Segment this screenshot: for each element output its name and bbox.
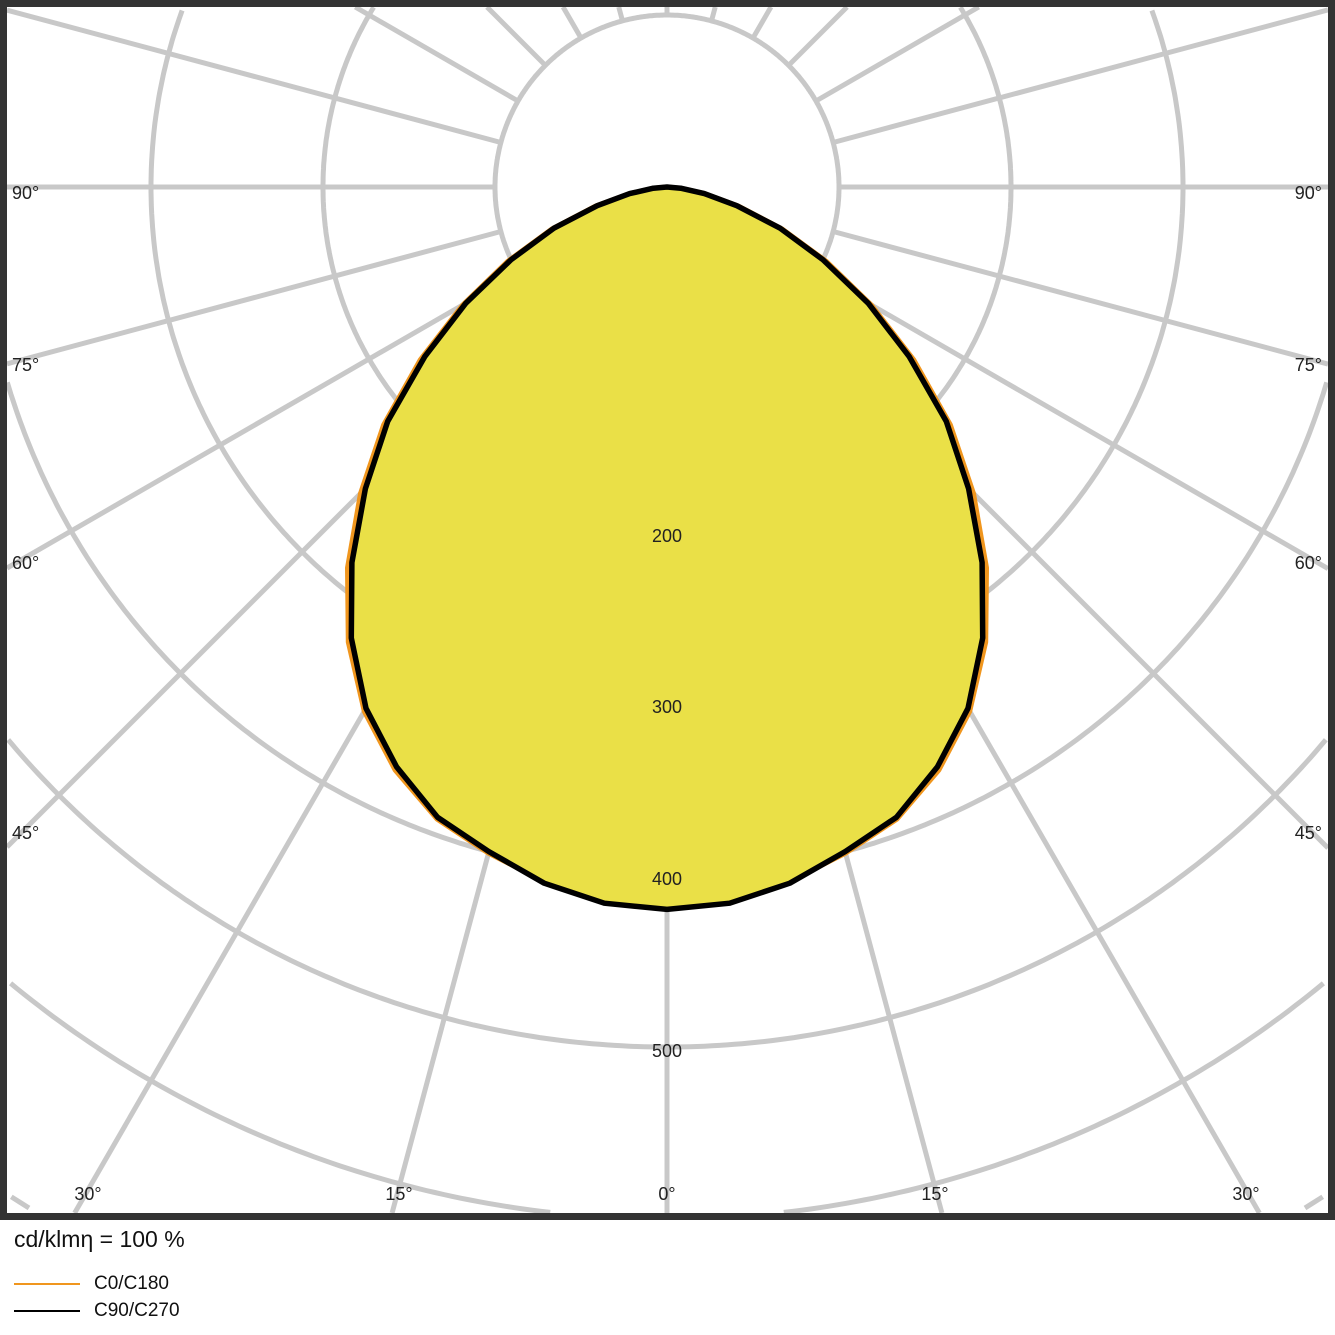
plot-frame [0,0,1335,1220]
grid-spoke-285 [7,229,502,367]
grid-spoke-255 [7,7,502,145]
grid-spoke-165 [709,7,718,22]
grid-ring-700 [9,1194,1325,1211]
legend-item-c0-c180: C0/C180 [14,1273,169,1295]
radial-tick-400: 400 [652,869,682,889]
radial-tick-500: 500 [652,1041,682,1061]
angle-label-bottom-15-right: 15° [921,1184,948,1204]
grid-spoke-300 [7,270,520,571]
angle-label-right-45: 45° [1295,823,1322,843]
radial-tick-labels: 200 300 400 500 [652,526,682,1061]
grid-spoke-150 [750,7,774,40]
series-c90-c270-curve [348,184,986,913]
grid-spoke-210 [560,7,584,40]
grid-ring-600 [9,981,1325,1213]
grid-spoke-105 [832,7,1328,145]
intensity-curves [345,184,989,913]
legend-label: C0/C180 [94,1273,169,1294]
angle-label-left-60: 60° [12,553,39,573]
legend-item-c90-c270: C90/C270 [14,1300,180,1322]
grid-ring-500 [7,738,1328,1050]
angle-labels: 90° 75° 60° 45° 30° 15° 0° 15° 30° 90° 7… [12,183,1322,1204]
radial-tick-300: 300 [652,697,682,717]
angle-label-bottom-30-right: 30° [1232,1184,1259,1204]
angle-label-bottom-0: 0° [658,1184,675,1204]
grid-spoke-240 [353,7,520,104]
grid-spoke-60 [814,270,1328,571]
grid-spoke-135 [786,7,849,68]
angle-label-right-60: 60° [1295,553,1322,573]
series-fill-area [351,187,983,910]
angle-label-left-45: 45° [12,823,39,843]
grid-spoke-120 [814,7,981,104]
grid-spoke-195 [616,7,625,22]
legend-swatch-orange [14,1283,80,1285]
angle-label-left-90: 90° [12,183,39,203]
grid-spoke-225 [485,7,548,68]
unit-label: cd/klmη = 100 % [14,1226,185,1252]
legend-swatch-black [14,1310,80,1312]
angle-label-bottom-15-left: 15° [385,1184,412,1204]
grid-spoke-75 [832,229,1328,367]
angle-label-left-75: 75° [12,355,39,375]
angle-label-right-90: 90° [1295,183,1322,203]
legend-label: C90/C270 [94,1300,180,1321]
angle-label-right-75: 75° [1295,355,1322,375]
angle-label-bottom-30-left: 30° [74,1184,101,1204]
radial-tick-200: 200 [652,526,682,546]
